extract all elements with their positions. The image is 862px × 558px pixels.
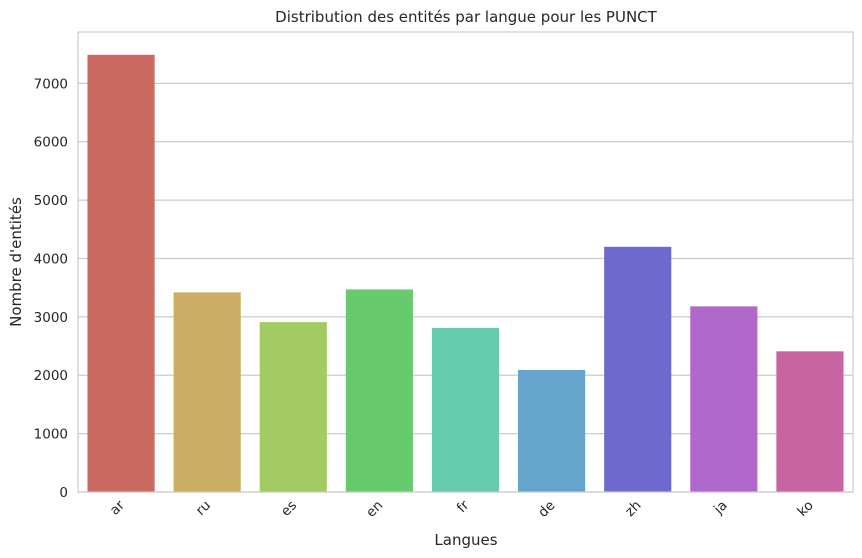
x-tick-label-es: es xyxy=(278,498,300,520)
x-tick-label-ko: ko xyxy=(794,498,816,520)
x-tick-label-ar: ar xyxy=(107,497,128,518)
y-tick-labels: 0 1000 2000 3000 4000 5000 6000 7000 xyxy=(34,76,68,501)
y-tick-label: 0 xyxy=(59,485,68,501)
y-axis-label: Nombre d'entités xyxy=(7,197,25,327)
bar-ar xyxy=(87,54,155,492)
y-tick-label: 1000 xyxy=(34,427,68,443)
bar-ko xyxy=(776,351,844,492)
y-tick-label: 7000 xyxy=(34,76,68,92)
bar-de xyxy=(518,369,586,492)
y-tick-label: 3000 xyxy=(34,310,68,326)
x-axis-label: Langues xyxy=(434,531,497,549)
chart-title: Distribution des entités par langue pour… xyxy=(275,8,657,26)
bar-es xyxy=(259,322,327,492)
bar-zh xyxy=(604,246,672,492)
plot-frame xyxy=(77,31,854,493)
bar-ja xyxy=(690,306,758,492)
y-tick-label: 6000 xyxy=(34,135,68,151)
x-tick-labels: ar ru es en fr de zh ja ko xyxy=(107,497,817,521)
x-tick-label-ru: ru xyxy=(193,498,214,519)
x-tick-label-de: de xyxy=(535,498,558,521)
y-tick-label: 2000 xyxy=(34,368,68,384)
bar-en xyxy=(345,289,413,492)
y-tick-label: 4000 xyxy=(34,251,68,267)
x-tick-label-en: en xyxy=(363,498,386,521)
y-tick-label: 5000 xyxy=(34,193,68,209)
x-tick-label-ja: ja xyxy=(710,498,731,519)
bar-fr xyxy=(431,327,500,492)
bar-ru xyxy=(173,292,241,492)
x-tick-label-fr: fr xyxy=(454,497,473,516)
x-tick-label-zh: zh xyxy=(622,498,644,520)
bars xyxy=(87,54,844,492)
